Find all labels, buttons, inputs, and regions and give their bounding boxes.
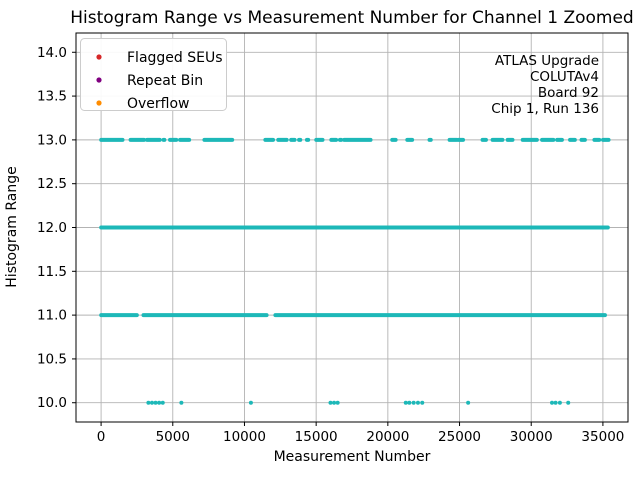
y-tick-label: 13.0 (37, 132, 67, 148)
scatter-band (161, 137, 167, 142)
scatter-band (297, 137, 303, 142)
scatter-band (390, 137, 398, 142)
x-tick-label: 20000 (366, 429, 409, 445)
scatter-band (342, 137, 373, 142)
scatter-band (289, 137, 297, 142)
x-tick-label: 25000 (438, 429, 481, 445)
tick-layer: 0 5000 10000 15000 20000 25000 30000 35000 10.0 1… (37, 45, 624, 445)
annotation-line: COLUTAv4 (530, 69, 599, 85)
scatter-band (540, 137, 556, 142)
scatter-band (405, 137, 415, 142)
annotation-line: Chip 1, Run 136 (491, 101, 599, 117)
scatter-point (328, 400, 333, 405)
y-tick-label: 10.0 (37, 395, 67, 411)
scatter-point (420, 400, 425, 405)
scatter-point (553, 400, 558, 405)
x-tick-label: 5000 (156, 429, 190, 445)
scatter-band (141, 313, 269, 318)
scatter-band (555, 137, 564, 142)
legend-marker-overflow-icon (96, 100, 102, 106)
legend-frame (80, 38, 227, 111)
scatter-band (568, 137, 577, 142)
scatter-band (427, 137, 433, 142)
legend-marker-flagged-seus-icon (96, 54, 102, 60)
x-tick-label: 10000 (223, 429, 266, 445)
legend-item-label: Repeat Bin (127, 73, 203, 89)
scatter-band (520, 137, 539, 142)
scatter-point (550, 400, 555, 405)
scatter-band (505, 137, 515, 142)
y-tick-label: 14.0 (37, 45, 67, 61)
scatter-band (99, 137, 125, 142)
scatter-band (337, 137, 344, 142)
scatter-band (128, 137, 147, 142)
scatter-point (179, 400, 184, 405)
y-tick-label: 12.5 (37, 176, 67, 192)
y-tick-label: 11.0 (37, 308, 67, 324)
annotation-line: Board 92 (538, 85, 599, 101)
scatter-band (304, 137, 311, 142)
scatter-band (456, 137, 466, 142)
y-tick-label: 11.5 (37, 264, 67, 280)
scatter-band (601, 137, 611, 142)
scatter-band (178, 137, 192, 142)
scatter-band (263, 137, 276, 142)
scatter-point (332, 400, 337, 405)
legend: Flagged SEUs Repeat Bin Overflow (80, 38, 227, 112)
scatter-point (403, 400, 408, 405)
scatter-point (466, 400, 471, 405)
x-tick-label: 30000 (510, 429, 553, 445)
legend-item-label: Flagged SEUs (127, 50, 223, 66)
scatter-band (447, 137, 459, 142)
scatter-point (149, 400, 154, 405)
scatter-band (202, 137, 235, 142)
x-axis-label: Measurement Number (274, 449, 431, 465)
scatter-point (407, 400, 412, 405)
data-layer (99, 137, 611, 405)
scatter-band (329, 137, 339, 142)
y-tick-label: 10.5 (37, 351, 67, 367)
scatter-point (248, 400, 253, 405)
y-axis-label: Histogram Range (4, 166, 20, 287)
x-tick-label: 35000 (581, 429, 624, 445)
legend-marker-repeat-bin-icon (96, 77, 102, 83)
scatter-point (146, 400, 151, 405)
scatter-point (157, 400, 162, 405)
y-tick-label: 12.0 (37, 220, 67, 236)
scatter-band (480, 137, 488, 142)
scatter-band (273, 313, 607, 318)
scatter-band (276, 137, 289, 142)
scatter-band (314, 137, 325, 142)
scatter-band (99, 225, 610, 230)
x-tick-label: 0 (97, 429, 106, 445)
legend-item-label: Overflow (127, 96, 190, 112)
scatter-point (153, 400, 158, 405)
scatter-band (579, 137, 587, 142)
scatter-point (160, 400, 165, 405)
chart-title: Histogram Range vs Measurement Number fo… (70, 8, 633, 28)
scatter-point (411, 400, 416, 405)
annotation-line: ATLAS Upgrade (495, 53, 599, 69)
scatter-point (415, 400, 420, 405)
scatter-point (335, 400, 340, 405)
scatter-band (99, 313, 139, 318)
scatter-point (557, 400, 562, 405)
y-tick-label: 13.5 (37, 89, 67, 105)
scatter-band (145, 137, 162, 142)
scatter-band (592, 137, 602, 142)
x-tick-label: 15000 (295, 429, 338, 445)
scatter-band (490, 137, 505, 142)
scatter-point (566, 400, 571, 405)
scatter-band (168, 137, 179, 142)
